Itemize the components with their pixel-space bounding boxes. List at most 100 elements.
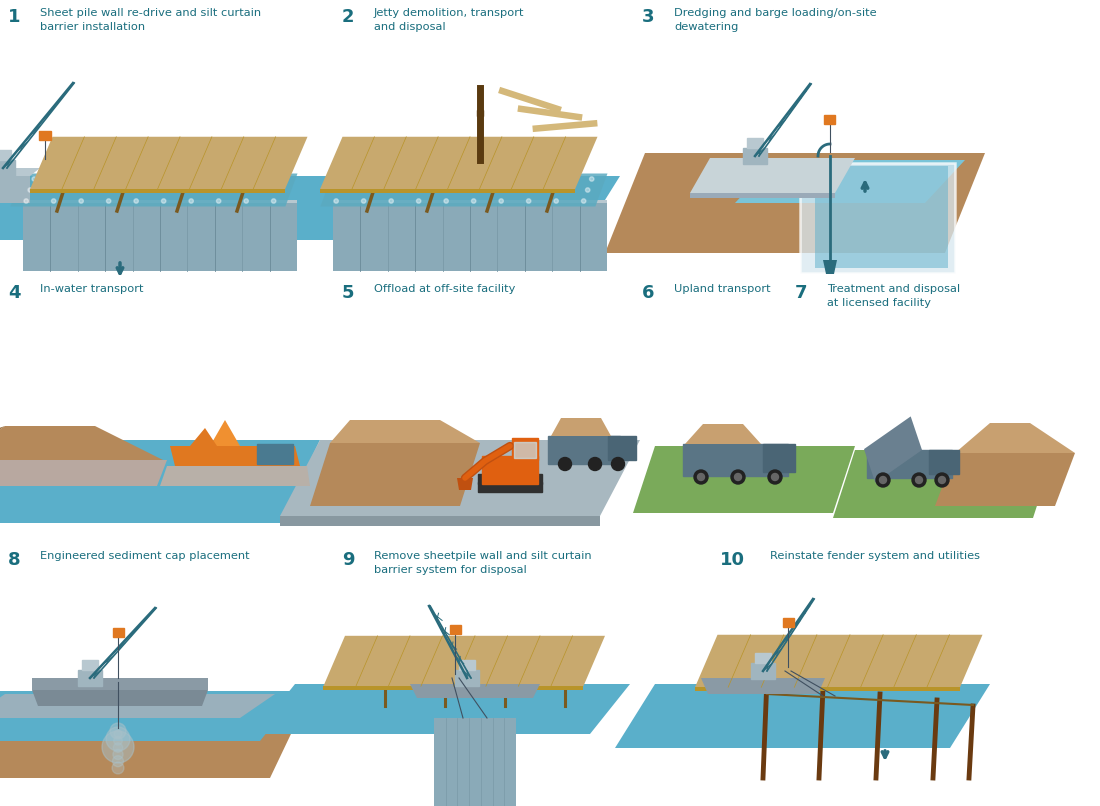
Circle shape — [503, 188, 507, 192]
Circle shape — [554, 199, 559, 203]
Text: Engineered sediment cap placement: Engineered sediment cap placement — [40, 551, 250, 561]
Circle shape — [28, 188, 32, 192]
Circle shape — [334, 199, 339, 203]
Circle shape — [370, 177, 374, 181]
Polygon shape — [551, 418, 611, 436]
Polygon shape — [0, 460, 167, 486]
Circle shape — [425, 177, 429, 181]
Circle shape — [397, 177, 401, 181]
Circle shape — [915, 476, 923, 484]
Circle shape — [582, 199, 586, 203]
Circle shape — [138, 188, 142, 192]
Polygon shape — [632, 446, 855, 513]
Bar — [512, 438, 538, 460]
Circle shape — [480, 177, 484, 181]
Bar — [257, 444, 293, 464]
Polygon shape — [32, 690, 208, 706]
Circle shape — [113, 750, 123, 759]
Polygon shape — [32, 678, 208, 690]
Polygon shape — [280, 516, 600, 526]
Circle shape — [279, 177, 284, 181]
Text: Reinstate fender system and utilities: Reinstate fender system and utilities — [770, 551, 980, 561]
Circle shape — [102, 731, 134, 763]
Polygon shape — [330, 420, 480, 443]
Circle shape — [114, 177, 119, 181]
Polygon shape — [701, 678, 825, 694]
Bar — [782, 618, 793, 627]
Circle shape — [912, 473, 926, 487]
Circle shape — [197, 177, 201, 181]
Bar — [763, 444, 795, 472]
Bar — [742, 148, 767, 164]
Circle shape — [452, 177, 456, 181]
Text: Dredging and barge loading/on-site
dewatering: Dredging and barge loading/on-site dewat… — [674, 8, 877, 31]
Polygon shape — [320, 137, 597, 189]
Circle shape — [694, 470, 708, 484]
Polygon shape — [0, 426, 163, 460]
Polygon shape — [280, 440, 640, 516]
Circle shape — [530, 188, 535, 192]
Circle shape — [697, 473, 704, 480]
Bar — [78, 670, 102, 686]
Circle shape — [217, 199, 221, 203]
Bar — [825, 115, 836, 124]
Bar — [82, 660, 98, 670]
Polygon shape — [695, 635, 982, 688]
Polygon shape — [532, 120, 597, 132]
Polygon shape — [23, 203, 297, 271]
Bar — [548, 436, 620, 464]
Circle shape — [106, 727, 130, 751]
Circle shape — [365, 188, 370, 192]
Bar — [751, 663, 776, 679]
Circle shape — [938, 476, 946, 484]
Text: 3: 3 — [642, 8, 654, 26]
Circle shape — [475, 188, 480, 192]
Bar — [0, 160, 15, 176]
Circle shape — [142, 177, 146, 181]
Circle shape — [448, 188, 452, 192]
Bar — [608, 436, 636, 460]
Bar — [0, 150, 11, 160]
Text: Jetty demolition, transport
and disposal: Jetty demolition, transport and disposal — [374, 8, 525, 31]
Bar — [40, 131, 51, 140]
Text: 5: 5 — [342, 284, 354, 302]
Circle shape — [82, 188, 87, 192]
Polygon shape — [833, 450, 1055, 518]
Circle shape — [393, 188, 397, 192]
Polygon shape — [320, 173, 607, 206]
Polygon shape — [255, 684, 630, 734]
Bar — [683, 444, 788, 476]
Polygon shape — [320, 189, 575, 193]
Circle shape — [248, 188, 252, 192]
Circle shape — [588, 458, 602, 471]
Polygon shape — [823, 260, 837, 274]
Circle shape — [275, 188, 279, 192]
Circle shape — [876, 473, 890, 487]
Circle shape — [389, 199, 394, 203]
Polygon shape — [815, 166, 948, 268]
Bar — [455, 670, 478, 686]
Circle shape — [59, 177, 64, 181]
Circle shape — [169, 177, 174, 181]
Polygon shape — [245, 176, 620, 240]
Polygon shape — [935, 453, 1075, 506]
Circle shape — [559, 458, 572, 471]
Polygon shape — [685, 424, 761, 444]
Polygon shape — [30, 137, 308, 189]
Polygon shape — [434, 718, 516, 806]
Polygon shape — [0, 691, 300, 741]
Bar — [930, 450, 959, 474]
Polygon shape — [0, 440, 320, 523]
Circle shape — [735, 473, 741, 480]
Circle shape — [507, 177, 512, 181]
Polygon shape — [333, 201, 607, 203]
Circle shape — [112, 756, 123, 767]
Circle shape — [220, 188, 224, 192]
Text: 7: 7 — [795, 284, 807, 302]
Polygon shape — [323, 686, 583, 690]
Polygon shape — [210, 420, 240, 446]
Polygon shape — [30, 189, 285, 193]
Circle shape — [244, 199, 249, 203]
Polygon shape — [410, 684, 540, 698]
Circle shape — [771, 473, 779, 480]
